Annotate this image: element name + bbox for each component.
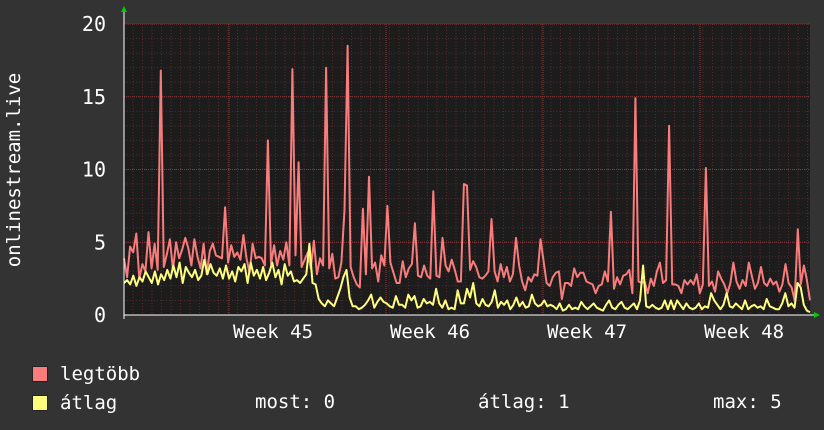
stat-atlag-value: 1 [558,391,570,413]
stat-max: max: 5 [713,391,782,413]
y-tick-label: 15 [82,85,106,109]
legend-swatch-legtobb [32,366,48,382]
legend-item-atlag: átlag [32,391,117,415]
y-tick-label: 10 [82,158,106,182]
y-tick-label: 0 [94,303,106,327]
legend-item-legtobb: legtöbb [32,362,140,386]
y-axis-label: onlinestream.live [3,73,25,267]
x-tick-label: Week 46 [390,321,470,343]
legend-label-atlag: átlag [60,392,118,414]
series-line-atlag [123,242,811,314]
axes: 0 5 10 15 20 Week 45 Week 46 Week 47 Week 48 [82,6,820,343]
stat-atlag: átlag: 1 [478,391,570,413]
stat-atlag-label: átlag: [478,391,547,413]
legend-label-legtobb: legtöbb [60,363,141,385]
y-tick-label: 20 [82,12,106,36]
legend-swatch-atlag [32,395,48,411]
series-layer [123,44,811,314]
x-axis-arrow [814,312,820,318]
series-line-legtobb [123,44,811,302]
x-tick-label: Week 48 [704,321,784,343]
line-chart: 0 5 10 15 20 Week 45 Week 46 Week 47 Week 48 onl… [3,6,820,343]
stat-most-value: 0 [323,391,336,413]
y-axis-arrow [121,6,127,12]
stat-max-value: 5 [770,391,782,413]
stat-most: most: 0 [255,391,335,413]
stat-most-label: most: [255,391,313,413]
x-tick-label: Week 45 [233,321,313,343]
x-tick-label: Week 47 [547,321,627,343]
y-tick-label: 5 [94,230,106,254]
stat-max-label: max: [713,391,759,413]
